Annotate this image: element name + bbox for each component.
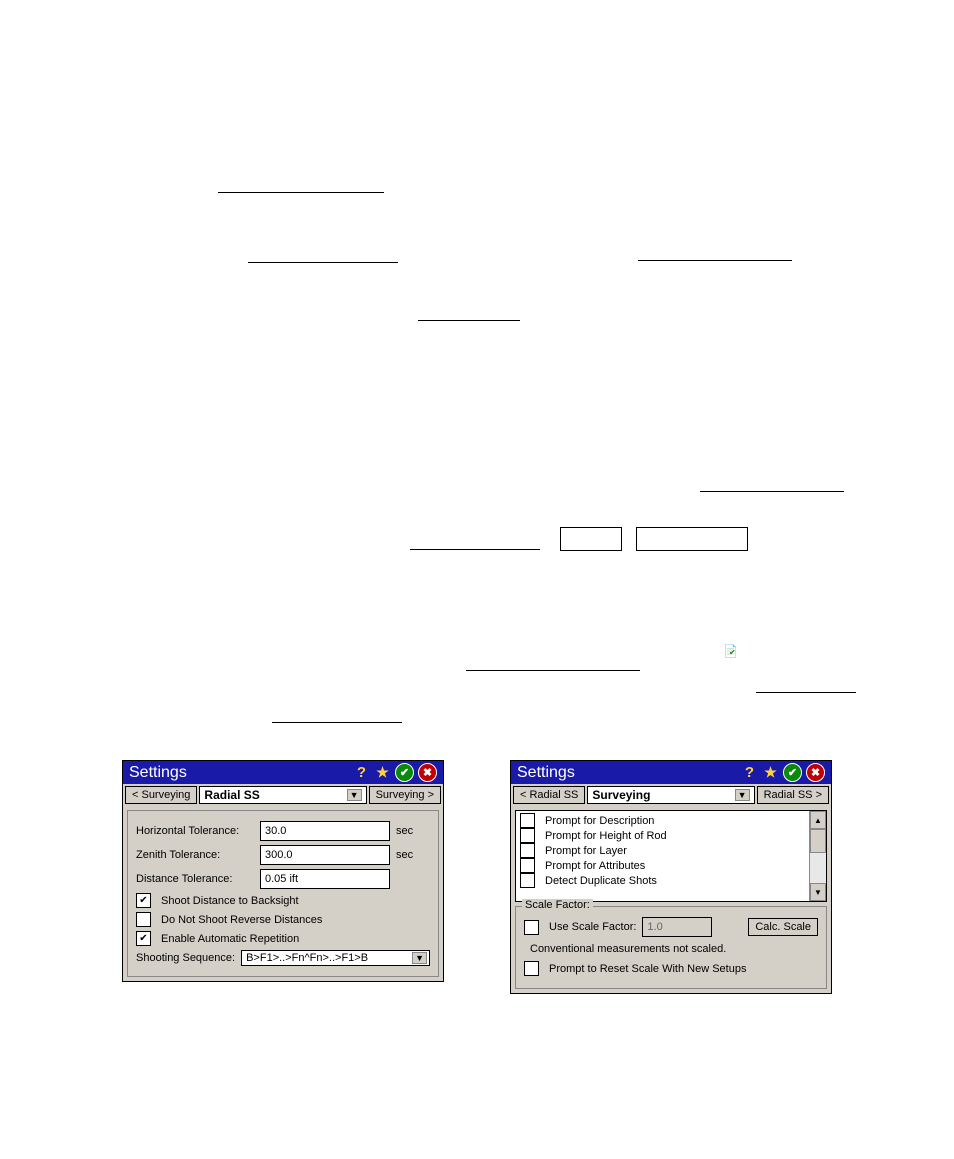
shooting-sequence-value: B>F1>..>Fn^Fn>..>F1>B (246, 952, 368, 964)
prompt-layer-label: Prompt for Layer (545, 845, 627, 857)
detect-duplicate-checkbox[interactable] (520, 873, 535, 888)
decorative-line (218, 192, 384, 193)
prompt-description-checkbox[interactable] (520, 813, 535, 828)
ok-icon[interactable]: ✔ (783, 763, 802, 782)
titlebar: Settings ? ★ ✔ ✖ (511, 761, 831, 784)
use-scale-factor-checkbox[interactable] (524, 920, 539, 935)
help-icon[interactable]: ? (741, 764, 758, 781)
no-reverse-distances-label: Do Not Shoot Reverse Distances (161, 914, 322, 926)
decorative-line (466, 670, 640, 671)
shoot-distance-backsight-checkbox[interactable] (136, 893, 151, 908)
titlebar: Settings ? ★ ✔ ✖ (123, 761, 443, 784)
empty-box (560, 527, 622, 551)
file-check-icon (723, 644, 737, 658)
ok-icon[interactable]: ✔ (395, 763, 414, 782)
auto-repetition-checkbox[interactable] (136, 931, 151, 946)
nav-page-select[interactable]: Radial SS (199, 786, 366, 804)
nav-page-select[interactable]: Surveying (587, 786, 754, 804)
decorative-line (410, 549, 540, 550)
prompt-reset-scale-label: Prompt to Reset Scale With New Setups (549, 963, 746, 975)
scroll-down-button[interactable]: ▼ (810, 883, 826, 901)
close-icon[interactable]: ✖ (418, 763, 437, 782)
empty-box (636, 527, 748, 551)
nav-current-label: Surveying (592, 788, 650, 802)
settings-window-radial-ss: Settings ? ★ ✔ ✖ < Surveying Radial SS S… (122, 760, 444, 982)
zenith-tolerance-unit: sec (396, 849, 413, 861)
distance-tolerance-label: Distance Tolerance: (136, 873, 254, 885)
prompt-height-rod-checkbox[interactable] (520, 828, 535, 843)
settings-window-surveying: Settings ? ★ ✔ ✖ < Radial SS Surveying R… (510, 760, 832, 994)
decorative-line (248, 262, 398, 263)
calc-scale-button[interactable]: Calc. Scale (748, 918, 818, 936)
favorite-icon[interactable]: ★ (374, 764, 391, 781)
no-reverse-distances-checkbox[interactable] (136, 912, 151, 927)
scale-factor-fieldset: Scale Factor: Use Scale Factor: 1.0 Calc… (515, 906, 827, 989)
decorative-line (756, 692, 856, 693)
shooting-sequence-label: Shooting Sequence: (136, 952, 235, 964)
nav-row: < Radial SS Surveying Radial SS > (511, 784, 831, 806)
nav-prev-button[interactable]: < Radial SS (513, 786, 585, 804)
nav-row: < Surveying Radial SS Surveying > (123, 784, 443, 806)
zenith-tolerance-label: Zenith Tolerance: (136, 849, 254, 861)
prompt-height-rod-label: Prompt for Height of Rod (545, 830, 667, 842)
help-icon[interactable]: ? (353, 764, 370, 781)
decorative-line (700, 491, 844, 492)
close-icon[interactable]: ✖ (806, 763, 825, 782)
use-scale-factor-label: Use Scale Factor: (549, 921, 636, 933)
window-title: Settings (129, 764, 187, 782)
prompt-attributes-label: Prompt for Attributes (545, 860, 645, 872)
scroll-thumb[interactable] (810, 829, 826, 853)
prompt-attributes-checkbox[interactable] (520, 858, 535, 873)
settings-panel: Horizontal Tolerance: 30.0 sec Zenith To… (127, 810, 439, 977)
nav-prev-button[interactable]: < Surveying (125, 786, 197, 804)
scale-factor-legend: Scale Factor: (522, 899, 593, 911)
scale-note: Conventional measurements not scaled. (524, 941, 818, 957)
decorative-line (418, 320, 520, 321)
zenith-tolerance-input[interactable]: 300.0 (260, 845, 390, 865)
shooting-sequence-select[interactable]: B>F1>..>Fn^Fn>..>F1>B (241, 950, 430, 966)
prompt-options-listbox: Prompt for Description Prompt for Height… (515, 810, 827, 902)
horizontal-tolerance-unit: sec (396, 825, 413, 837)
window-title: Settings (517, 764, 575, 782)
horizontal-tolerance-label: Horizontal Tolerance: (136, 825, 254, 837)
favorite-icon[interactable]: ★ (762, 764, 779, 781)
detect-duplicate-label: Detect Duplicate Shots (545, 875, 657, 887)
horizontal-tolerance-input[interactable]: 30.0 (260, 821, 390, 841)
scroll-up-button[interactable]: ▲ (810, 811, 826, 829)
prompt-layer-checkbox[interactable] (520, 843, 535, 858)
distance-tolerance-input[interactable]: 0.05 ift (260, 869, 390, 889)
prompt-reset-scale-checkbox[interactable] (524, 961, 539, 976)
auto-repetition-label: Enable Automatic Repetition (161, 933, 299, 945)
prompt-description-label: Prompt for Description (545, 815, 654, 827)
decorative-line (638, 260, 792, 261)
listbox-scrollbar[interactable]: ▲ ▼ (809, 811, 826, 901)
nav-current-label: Radial SS (204, 788, 259, 802)
scale-factor-input[interactable]: 1.0 (642, 917, 712, 937)
nav-next-button[interactable]: Radial SS > (757, 786, 829, 804)
scroll-track[interactable] (810, 853, 826, 883)
nav-next-button[interactable]: Surveying > (369, 786, 441, 804)
shoot-distance-backsight-label: Shoot Distance to Backsight (161, 895, 299, 907)
decorative-line (272, 722, 402, 723)
